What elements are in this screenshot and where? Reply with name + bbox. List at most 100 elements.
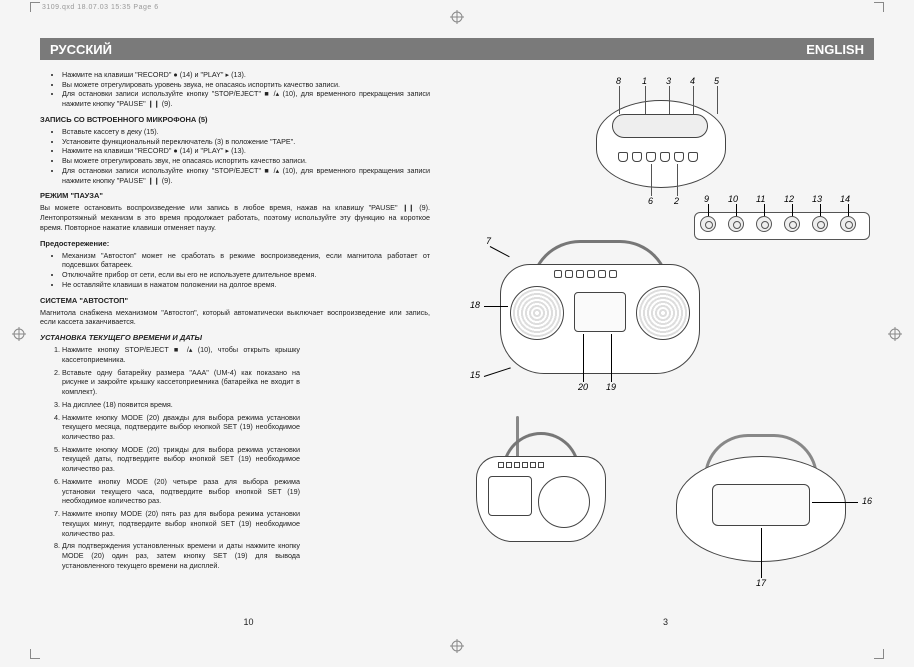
crop-mark [30,649,40,659]
leader-line [645,86,646,114]
leader-line [764,204,765,216]
callout-7: 7 [486,236,491,246]
heading-warn: Предостережение: [40,239,430,249]
registration-mark [888,327,902,341]
page: РУССКИЙ ENGLISH Нажмите на клавиши "RECO… [40,38,874,627]
speaker-left [510,286,564,340]
jack [840,216,856,232]
leader-line [708,204,709,216]
control-button [618,152,628,162]
callout-14: 14 [840,194,850,204]
list-item: Вы можете отрегулировать уровень звука, … [62,80,430,90]
list-item: Вставьте кассету в деку (15). [62,127,430,137]
autostop-text: Магнитола снабжена механизмом "Автостоп"… [40,308,430,327]
jack [756,216,772,232]
callout-2: 2 [674,196,679,206]
control-button [632,152,642,162]
crop-mark [874,2,884,12]
list-item: Нажмите на клавиши "RECORD" ● (14) и "PL… [62,70,430,80]
callout-19: 19 [606,382,616,392]
control-button [565,270,573,278]
heading-mic: ЗАПИСЬ СО ВСТРОЕННОГО МИКРОФОНА (5) [40,115,430,125]
leader-line [761,528,762,578]
callout-11: 11 [756,194,765,204]
warn-list: Механизм "Автостоп" может не сработать в… [40,251,430,290]
leader-line [619,86,620,114]
leader-line [484,306,508,307]
diagram-bottom-view: 16 17 [656,422,866,592]
callout-12: 12 [784,194,794,204]
control-button [660,152,670,162]
diagram-side-view [446,410,636,560]
leader-line [693,86,694,114]
leader-line [490,246,510,257]
diagram-front-view: 7 18 15 20 19 [470,234,730,394]
page-numbers: 10 3 [40,613,874,627]
control-button [688,152,698,162]
callout-4: 4 [690,76,695,86]
control-button [554,270,562,278]
crop-mark [30,2,40,12]
button-row [618,152,698,162]
print-header: 3109.qxd 18.07.03 15:35 Page 6 [42,4,159,11]
header-bar: РУССКИЙ ENGLISH [40,38,874,60]
heading-autostop: СИСТЕМА "АВТОСТОП" [40,296,430,306]
callout-3: 3 [666,76,671,86]
cassette-door [488,476,532,516]
list-item: Вы можете отрегулировать звук, не опасая… [62,156,430,166]
registration-mark [450,10,464,24]
callout-1: 1 [642,76,647,86]
header-russian: РУССКИЙ [40,38,457,60]
heading-pause: РЕЖИМ "ПАУЗА" [40,191,430,201]
control-button [587,270,595,278]
leader-line [820,204,821,216]
header-english: ENGLISH [457,38,874,60]
list-item: Нажмите кнопку MODE (20) трижды для выбо… [62,445,300,474]
button-row [554,270,617,278]
list-item: На дисплее (18) появится время. [62,400,300,410]
intro-list: Нажмите на клавиши "RECORD" ● (14) и "PL… [40,70,430,109]
callout-15: 15 [470,370,480,380]
jack [700,216,716,232]
leader-line [669,86,670,114]
control-button [538,462,544,468]
diagram-column: 8 1 3 4 5 6 2 [446,70,874,613]
control-button [598,270,606,278]
callout-8: 8 [616,76,621,86]
leader-line [792,204,793,216]
pause-text: Вы можете остановить воспроизведение или… [40,203,430,232]
cassette-door [574,292,626,332]
control-button [498,462,504,468]
callout-6: 6 [648,196,653,206]
page-number-right: 3 [457,617,874,627]
list-item: Для остановки записи используйте кнопку … [62,166,430,185]
control-button [576,270,584,278]
leader-line [611,334,612,382]
list-item: Для остановки записи используйте кнопку … [62,89,430,108]
callout-18: 18 [470,300,480,310]
callout-20: 20 [578,382,588,392]
control-button [674,152,684,162]
crop-mark [874,649,884,659]
button-row [498,462,544,468]
callout-10: 10 [728,194,738,204]
leader-line [812,502,858,503]
list-item: Установите функциональный переключатель … [62,137,430,147]
registration-mark [12,327,26,341]
control-button [609,270,617,278]
list-item: Нажмите на клавиши "RECORD" ● (14) и "PL… [62,146,430,156]
leader-line [484,367,511,377]
control-button [530,462,536,468]
cassette-slot [612,114,708,138]
leader-line [848,204,849,216]
registration-mark [450,639,464,653]
callout-13: 13 [812,194,822,204]
list-item: Нажмите кнопку STOP/EJECT ■ /▴ (10), что… [62,345,300,364]
clock-list: Нажмите кнопку STOP/EJECT ■ /▴ (10), что… [40,345,300,570]
control-button [506,462,512,468]
callout-17: 17 [756,578,766,588]
callout-16: 16 [862,496,872,506]
control-button [514,462,520,468]
russian-column: Нажмите на клавиши "RECORD" ● (14) и "PL… [40,70,430,613]
callout-5: 5 [714,76,719,86]
